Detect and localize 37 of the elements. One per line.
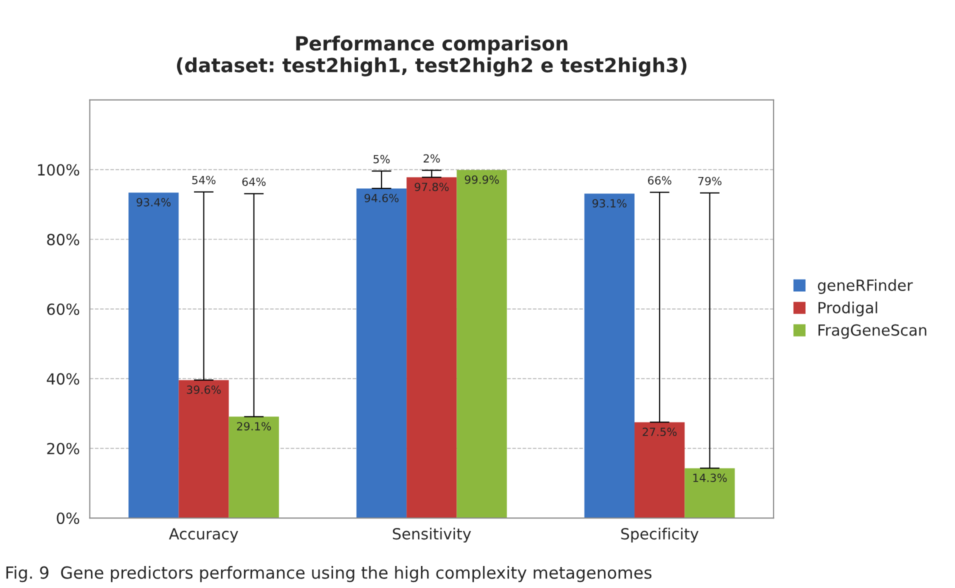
x-tick-label: Sensitivity bbox=[392, 528, 471, 543]
data-label: 97.8% bbox=[414, 182, 449, 192]
data-label: 93.4% bbox=[136, 198, 171, 206]
data-label: 29.1% bbox=[237, 422, 271, 430]
legend-label: FragGeneScan bbox=[818, 324, 926, 339]
annotation: 66% bbox=[648, 176, 672, 185]
bar bbox=[584, 194, 635, 518]
bar bbox=[178, 380, 229, 518]
data-label: 94.6% bbox=[364, 194, 399, 202]
bar bbox=[128, 192, 179, 518]
y-tick-label: 20% bbox=[47, 442, 80, 454]
x-tick-label: Accuracy bbox=[168, 528, 238, 543]
x-tick-label: Specificity bbox=[621, 528, 698, 543]
chart-title: Performance comparison (dataset: test2high1, test2high2 e test2high3) bbox=[176, 36, 686, 76]
bar bbox=[634, 422, 685, 518]
legend-label: geneRFinder bbox=[818, 279, 913, 294]
data-label: 39.6% bbox=[186, 385, 221, 394]
data-label: 27.5% bbox=[642, 428, 677, 436]
annotation: 64% bbox=[242, 178, 266, 186]
y-tick-label: 100% bbox=[38, 164, 80, 176]
data-label: 14.3% bbox=[693, 474, 727, 482]
y-tick-label: 60% bbox=[47, 303, 80, 316]
annotation: 54% bbox=[192, 176, 216, 184]
y-tick-label: 40% bbox=[46, 373, 80, 385]
bar bbox=[406, 177, 457, 518]
data-label: 93.1% bbox=[592, 199, 626, 208]
annotation: 5% bbox=[374, 154, 390, 164]
y-tick-label: 80% bbox=[47, 234, 80, 246]
caption: Fig. 9 Gene predictors performance using the high complexity metagenomes bbox=[6, 566, 652, 582]
bar bbox=[228, 416, 279, 518]
legend-label: Prodigal bbox=[818, 302, 878, 316]
annotation: 2% bbox=[424, 154, 440, 163]
data-label: 99.9% bbox=[464, 175, 499, 184]
annotation: 79% bbox=[698, 176, 722, 186]
y-tick-label: 0% bbox=[56, 512, 80, 524]
bar bbox=[456, 170, 507, 518]
bar bbox=[356, 188, 407, 518]
